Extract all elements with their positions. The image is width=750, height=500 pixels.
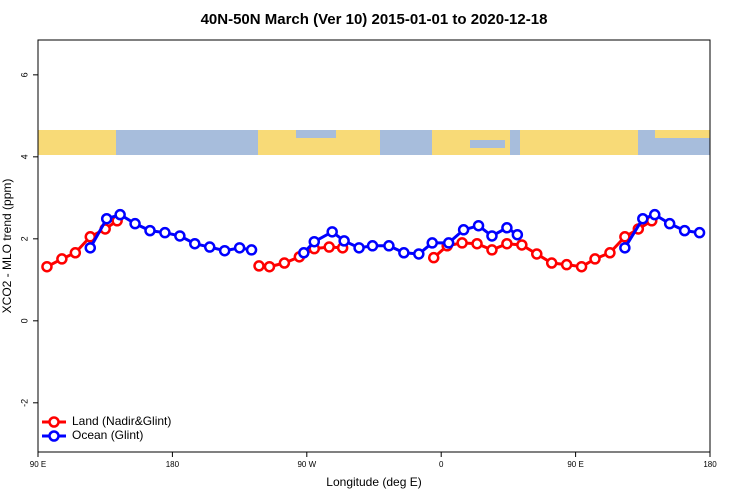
data-point (218, 244, 231, 257)
legend-label: Ocean (Glint) (72, 428, 143, 442)
data-point (516, 239, 528, 251)
data-point (278, 257, 291, 269)
data-point (648, 208, 661, 221)
y-tick-label: 2 (19, 236, 29, 241)
data-point (245, 244, 258, 256)
data-point (413, 248, 425, 260)
x-tick-label: 90 E (567, 460, 583, 469)
data-point (427, 251, 440, 264)
y-axis-label: XCO2 - MLO trend (ppm) (0, 179, 14, 314)
y-tick-label: 6 (19, 72, 29, 77)
data-point (531, 248, 543, 260)
data-point (486, 230, 498, 242)
data-point (338, 235, 350, 247)
data-point (457, 224, 470, 236)
x-tick-label: 180 (703, 460, 717, 469)
data-point (545, 257, 558, 269)
x-tick-label: 180 (166, 460, 180, 469)
data-point (619, 231, 631, 243)
data-point (41, 260, 53, 273)
data-point (663, 217, 676, 230)
data-point (486, 244, 498, 256)
data-point (263, 260, 276, 273)
data-point (501, 237, 513, 250)
data-point (129, 217, 141, 230)
data-point (604, 247, 616, 259)
data-point (144, 224, 156, 237)
data-point (575, 260, 588, 273)
y-tick-label: -2 (19, 399, 29, 407)
y-tick-label: 0 (19, 318, 29, 323)
legend-label: Land (Nadir&Glint) (72, 414, 171, 428)
data-point (308, 235, 321, 248)
data-point (619, 242, 631, 254)
land-strip (520, 130, 638, 155)
data-point (501, 222, 513, 234)
data-point (366, 240, 379, 252)
x-tick-label: 90 E (30, 460, 46, 469)
data-point (637, 212, 649, 225)
data-point (159, 226, 171, 239)
ocean-strip (296, 130, 336, 138)
data-point (84, 242, 97, 254)
data-point (203, 241, 216, 253)
data-point (84, 231, 97, 243)
x-tick-label: 90 W (297, 460, 316, 469)
legend-marker (48, 430, 60, 442)
data-point (298, 247, 310, 259)
data-point (442, 237, 455, 249)
chart-title: 40N-50N March (Ver 10) 2015-01-01 to 202… (201, 11, 548, 28)
data-point (560, 258, 573, 271)
data-point (383, 240, 395, 252)
data-point (693, 226, 706, 239)
ocean-strip (470, 140, 505, 148)
data-point (56, 253, 68, 265)
data-point (323, 241, 335, 253)
data-point (511, 228, 524, 241)
plot-frame (37, 39, 711, 453)
data-point (589, 253, 601, 265)
land-strip (38, 130, 116, 155)
land-strip (655, 130, 710, 138)
data-point (326, 226, 338, 238)
data-point (426, 237, 438, 249)
data-point (233, 242, 246, 254)
x-axis-label: Longitude (deg E) (326, 475, 421, 489)
data-point (174, 230, 186, 242)
y-tick-label: 4 (19, 154, 29, 159)
data-point (678, 224, 691, 237)
data-point (253, 260, 265, 272)
data-point (353, 242, 365, 254)
data-point (398, 247, 410, 259)
data-point (456, 237, 468, 249)
data-point (189, 237, 201, 250)
data-point (69, 247, 82, 259)
data-point (114, 208, 126, 221)
x-tick-label: 0 (439, 460, 444, 469)
data-point (100, 212, 113, 225)
data-point (471, 237, 483, 250)
map-strip (38, 130, 710, 155)
legend-marker (48, 416, 60, 428)
data-point (472, 219, 485, 232)
